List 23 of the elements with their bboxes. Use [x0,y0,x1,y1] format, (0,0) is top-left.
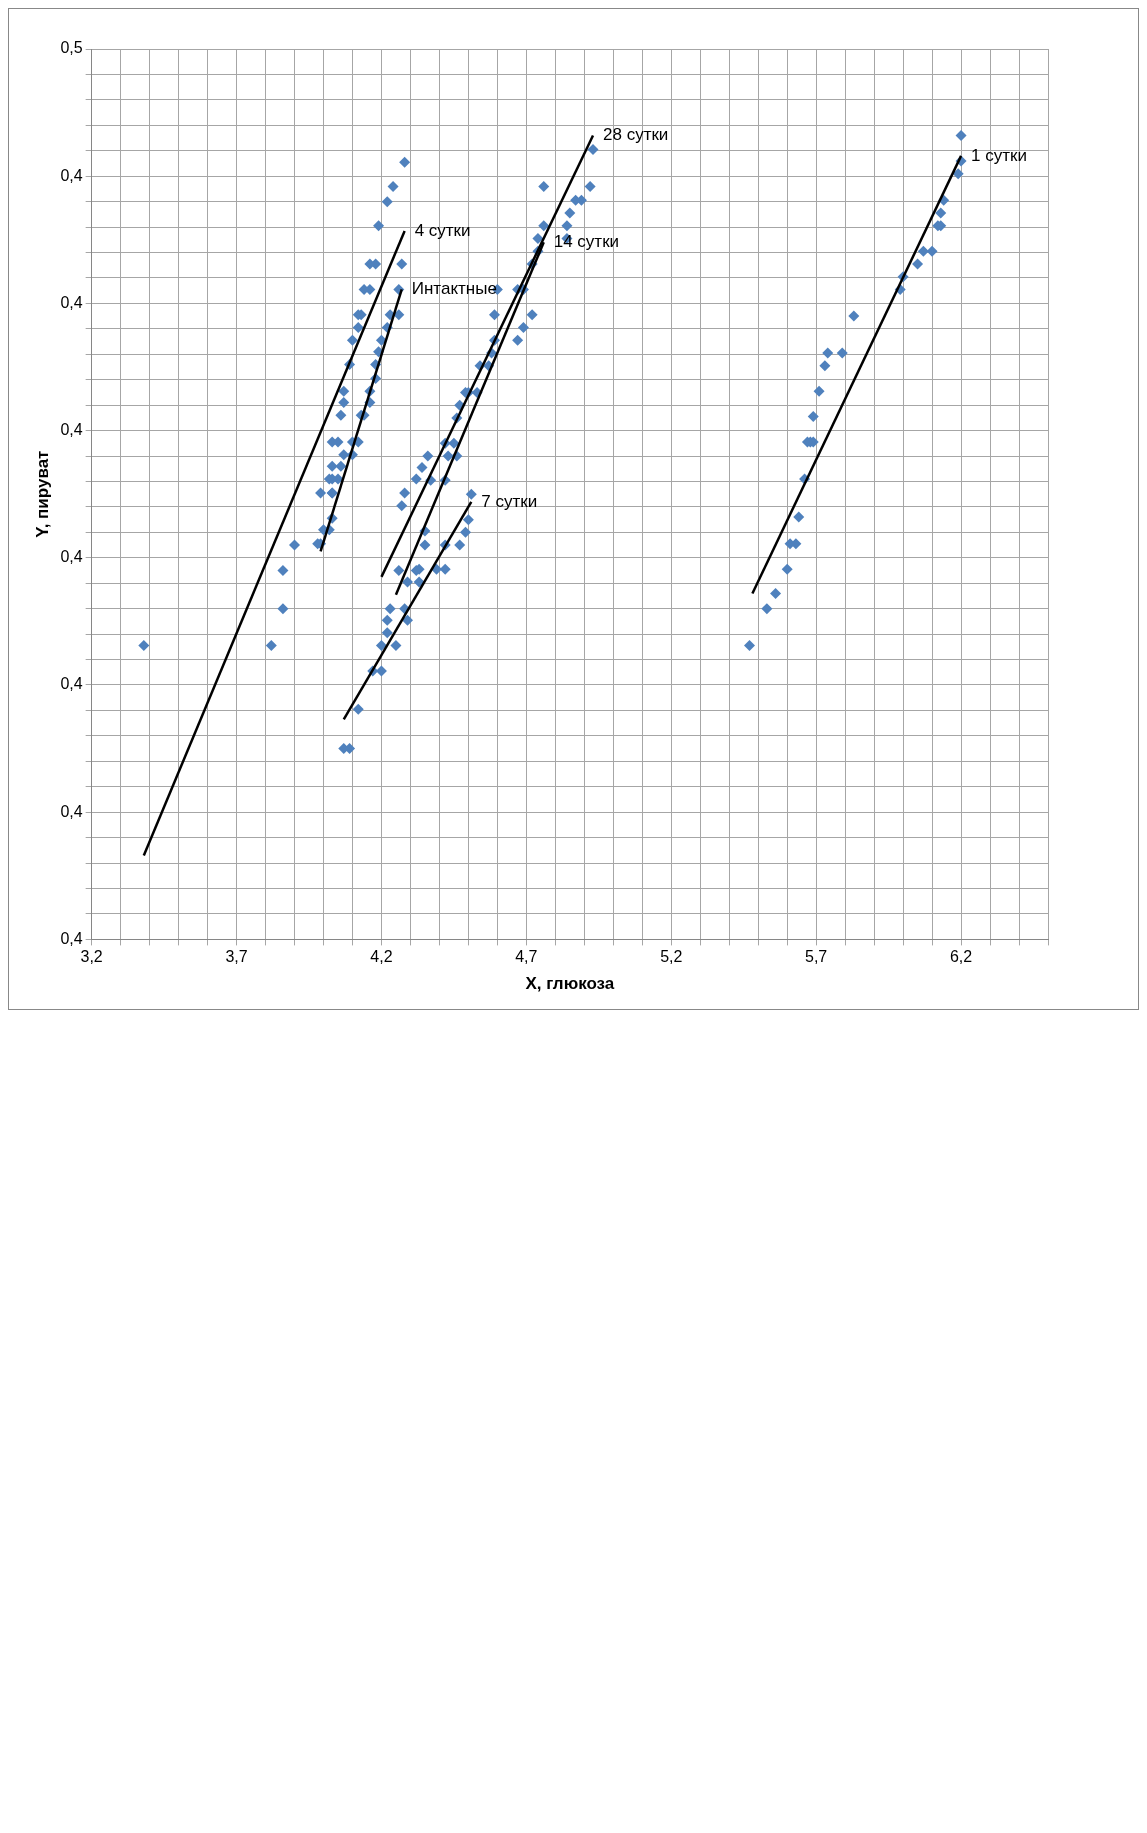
y-tick-label: 0,4 [60,675,83,693]
series-label: Интактные [411,279,497,299]
x-tick-label: 5,7 [805,948,828,966]
y-tick-label: 0,4 [60,421,83,439]
y-tick-label: 0,4 [60,548,83,566]
y-tick-label: 0,4 [60,166,83,184]
x-tick-label: 5,2 [660,948,683,966]
x-tick-label: 4,7 [515,948,538,966]
x-tick-label: 3,2 [80,948,103,966]
y-tick-label: 0,4 [60,929,83,947]
y-tick-label: 0,4 [60,802,83,820]
y-axis-title: Y, пируват [32,450,52,538]
series-label: 1 сутки [971,145,1027,165]
x-axis-title: X, глюкоза [525,974,615,994]
x-tick-label: 6,2 [949,948,973,966]
y-tick-label: 0,4 [60,293,83,311]
x-tick-label: 4,2 [370,948,393,966]
y-tick-label: 0,5 [60,39,83,57]
series-label: 14 сутки [553,232,620,252]
series-label: 7 сутки [481,491,538,511]
series-label: 4 сутки [414,220,471,240]
series-label: 28 сутки [603,125,669,145]
x-tick-label: 3,7 [225,948,248,966]
